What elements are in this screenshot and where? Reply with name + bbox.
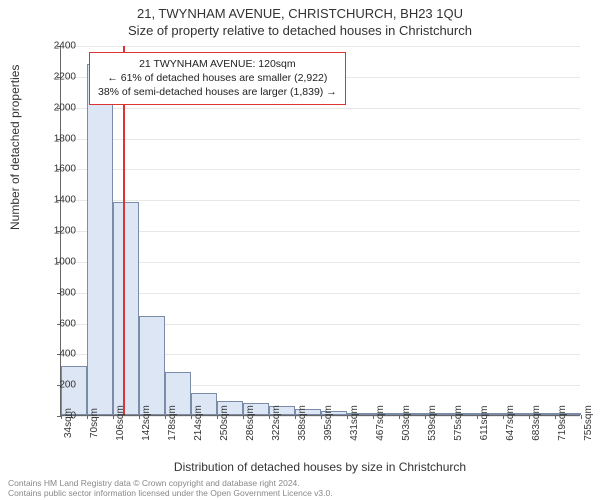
x-tick-label: 467sqm (375, 405, 386, 441)
x-tick-label: 214sqm (193, 405, 204, 441)
x-tick-mark (451, 415, 452, 419)
x-tick-mark (425, 415, 426, 419)
x-tick-mark (347, 415, 348, 419)
x-tick-label: 322sqm (271, 405, 282, 441)
histogram-chart: 21 TWYNHAM AVENUE: 120sqm ← 61% of detac… (60, 46, 580, 416)
x-tick-mark (217, 415, 218, 419)
gridline (61, 139, 580, 140)
x-tick-mark (139, 415, 140, 419)
x-tick-label: 647sqm (505, 405, 516, 441)
gridline (61, 169, 580, 170)
x-tick-label: 70sqm (89, 408, 100, 438)
gridline (61, 46, 580, 47)
y-tick-label: 1800 (40, 133, 76, 144)
x-tick-mark (321, 415, 322, 419)
x-tick-label: 683sqm (531, 405, 542, 441)
x-tick-mark (373, 415, 374, 419)
y-tick-label: 1400 (40, 195, 76, 206)
histogram-bar (87, 64, 113, 416)
x-tick-label: 250sqm (219, 405, 230, 441)
y-tick-label: 1600 (40, 164, 76, 175)
x-axis-label: Distribution of detached houses by size … (60, 460, 580, 474)
gridline (61, 108, 580, 109)
x-tick-mark (295, 415, 296, 419)
x-tick-mark (503, 415, 504, 419)
x-tick-label: 611sqm (479, 406, 490, 441)
x-tick-label: 358sqm (297, 405, 308, 441)
x-tick-label: 503sqm (401, 405, 412, 441)
gridline (61, 200, 580, 201)
x-tick-label: 142sqm (141, 405, 152, 441)
y-axis-label: Number of detached properties (8, 65, 22, 230)
y-tick-label: 1000 (40, 256, 76, 267)
y-tick-label: 2400 (40, 41, 76, 52)
y-tick-label: 200 (40, 380, 76, 391)
histogram-bar (113, 202, 139, 415)
x-tick-mark (165, 415, 166, 419)
x-tick-label: 395sqm (323, 405, 334, 441)
x-tick-mark (87, 415, 88, 419)
x-tick-label: 431sqm (349, 405, 360, 441)
x-tick-mark (243, 415, 244, 419)
annotation-box: 21 TWYNHAM AVENUE: 120sqm ← 61% of detac… (89, 52, 346, 105)
footer-line-1: Contains HM Land Registry data © Crown c… (8, 478, 333, 488)
x-tick-mark (191, 415, 192, 419)
x-tick-label: 286sqm (245, 405, 256, 441)
y-tick-label: 400 (40, 349, 76, 360)
y-tick-label: 2000 (40, 102, 76, 113)
x-tick-label: 106sqm (115, 405, 126, 441)
annotation-line-3: 38% of semi-detached houses are larger (… (98, 85, 337, 99)
y-tick-label: 600 (40, 318, 76, 329)
footer-line-2: Contains public sector information licen… (8, 488, 333, 498)
histogram-bar (139, 316, 165, 415)
chart-subtitle: Size of property relative to detached ho… (0, 21, 600, 38)
x-tick-label: 34sqm (63, 408, 74, 438)
x-tick-mark (477, 415, 478, 419)
x-tick-label: 755sqm (583, 405, 594, 441)
x-tick-label: 575sqm (453, 405, 464, 441)
x-tick-label: 178sqm (167, 405, 178, 441)
x-tick-label: 539sqm (427, 405, 438, 441)
footer-attribution: Contains HM Land Registry data © Crown c… (8, 478, 333, 498)
y-tick-label: 2200 (40, 71, 76, 82)
x-tick-mark (581, 415, 582, 419)
y-tick-label: 800 (40, 287, 76, 298)
x-tick-mark (555, 415, 556, 419)
x-tick-mark (399, 415, 400, 419)
x-tick-mark (529, 415, 530, 419)
y-tick-label: 1200 (40, 226, 76, 237)
x-tick-label: 719sqm (557, 405, 568, 441)
x-tick-mark (269, 415, 270, 419)
x-tick-mark (113, 415, 114, 419)
annotation-line-1: 21 TWYNHAM AVENUE: 120sqm (98, 57, 337, 71)
annotation-line-2: ← 61% of detached houses are smaller (2,… (98, 71, 337, 85)
address-title: 21, TWYNHAM AVENUE, CHRISTCHURCH, BH23 1… (0, 0, 600, 21)
